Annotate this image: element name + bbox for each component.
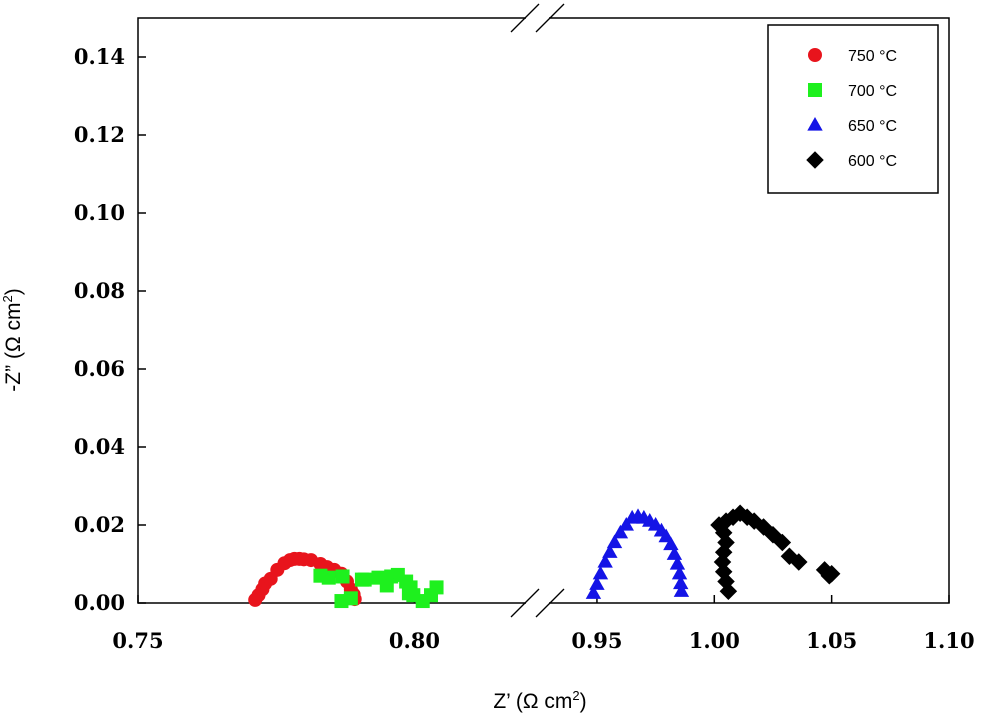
axis-break-gap — [526, 15, 549, 21]
legend-marker — [808, 48, 822, 62]
legend-marker — [808, 83, 822, 97]
data-point — [379, 578, 394, 593]
data-point — [612, 524, 629, 539]
data-point — [666, 546, 683, 560]
legend-label: 600 °C — [848, 153, 897, 170]
axis-breaks — [510, 3, 565, 618]
data-point — [669, 555, 686, 570]
legend-label: 700 °C — [848, 83, 897, 100]
data-point — [401, 586, 416, 601]
data-point — [790, 553, 808, 571]
data-point — [589, 576, 605, 590]
legend: 750 °C 700 °C 650 °C 600 °C — [767, 24, 939, 194]
data-point — [335, 569, 350, 584]
x-axis-title: Z’ (Ω cm2) — [493, 688, 586, 713]
x-tick-label: 1.05 — [806, 628, 857, 653]
data-point — [822, 565, 841, 583]
x-tick-label: 1.00 — [689, 628, 740, 653]
axis-break-mark — [535, 3, 565, 33]
x-tick-label: 0.95 — [571, 628, 622, 653]
axis-break-mark — [510, 588, 540, 618]
y-tick-label: 0.14 — [74, 44, 125, 69]
data-point — [429, 580, 444, 595]
data-point — [343, 591, 358, 606]
y-tick-label: 0.06 — [74, 356, 125, 381]
x-tick-label: 0.75 — [112, 628, 163, 653]
data-point — [592, 565, 609, 580]
x-tick-label: 1.10 — [923, 628, 974, 653]
y-tick-label: 0.02 — [74, 512, 125, 537]
data-point — [585, 585, 602, 599]
y-tick-label: 0.10 — [74, 200, 125, 225]
y-tick-label: 0.12 — [74, 122, 125, 147]
y-axis-title: -Z” (Ω cm2) — [0, 288, 25, 391]
x-tick-label: 0.80 — [389, 628, 440, 653]
y-tick-label: 0.00 — [74, 590, 125, 615]
data-point — [354, 572, 369, 587]
data-point — [673, 575, 689, 590]
data-point — [673, 583, 690, 597]
data-point — [773, 533, 792, 552]
y-tick-label: 0.08 — [74, 278, 125, 303]
x-axis-ticks: 0.75 0.80 0.95 1.00 1.05 1.10 — [112, 595, 975, 653]
legend-label: 750 °C — [848, 48, 897, 65]
data-point — [618, 516, 634, 531]
y-tick-label: 0.04 — [74, 434, 125, 459]
data-point — [313, 568, 328, 583]
data-point — [663, 536, 679, 551]
axis-break-mark — [510, 3, 540, 33]
legend-box — [767, 24, 939, 194]
legend-marker — [806, 151, 824, 169]
data-point — [671, 565, 688, 580]
legend-label: 650 °C — [848, 118, 897, 135]
data-point — [606, 534, 623, 549]
y-axis-ticks: 0.00 0.02 0.04 0.06 0.08 0.10 0.12 0.14 — [74, 44, 146, 615]
data-point — [602, 544, 618, 558]
data-points — [248, 504, 841, 609]
axis-break-gap — [526, 600, 549, 606]
axis-break-mark — [535, 588, 565, 618]
legend-marker — [807, 116, 823, 131]
data-point — [597, 554, 613, 568]
